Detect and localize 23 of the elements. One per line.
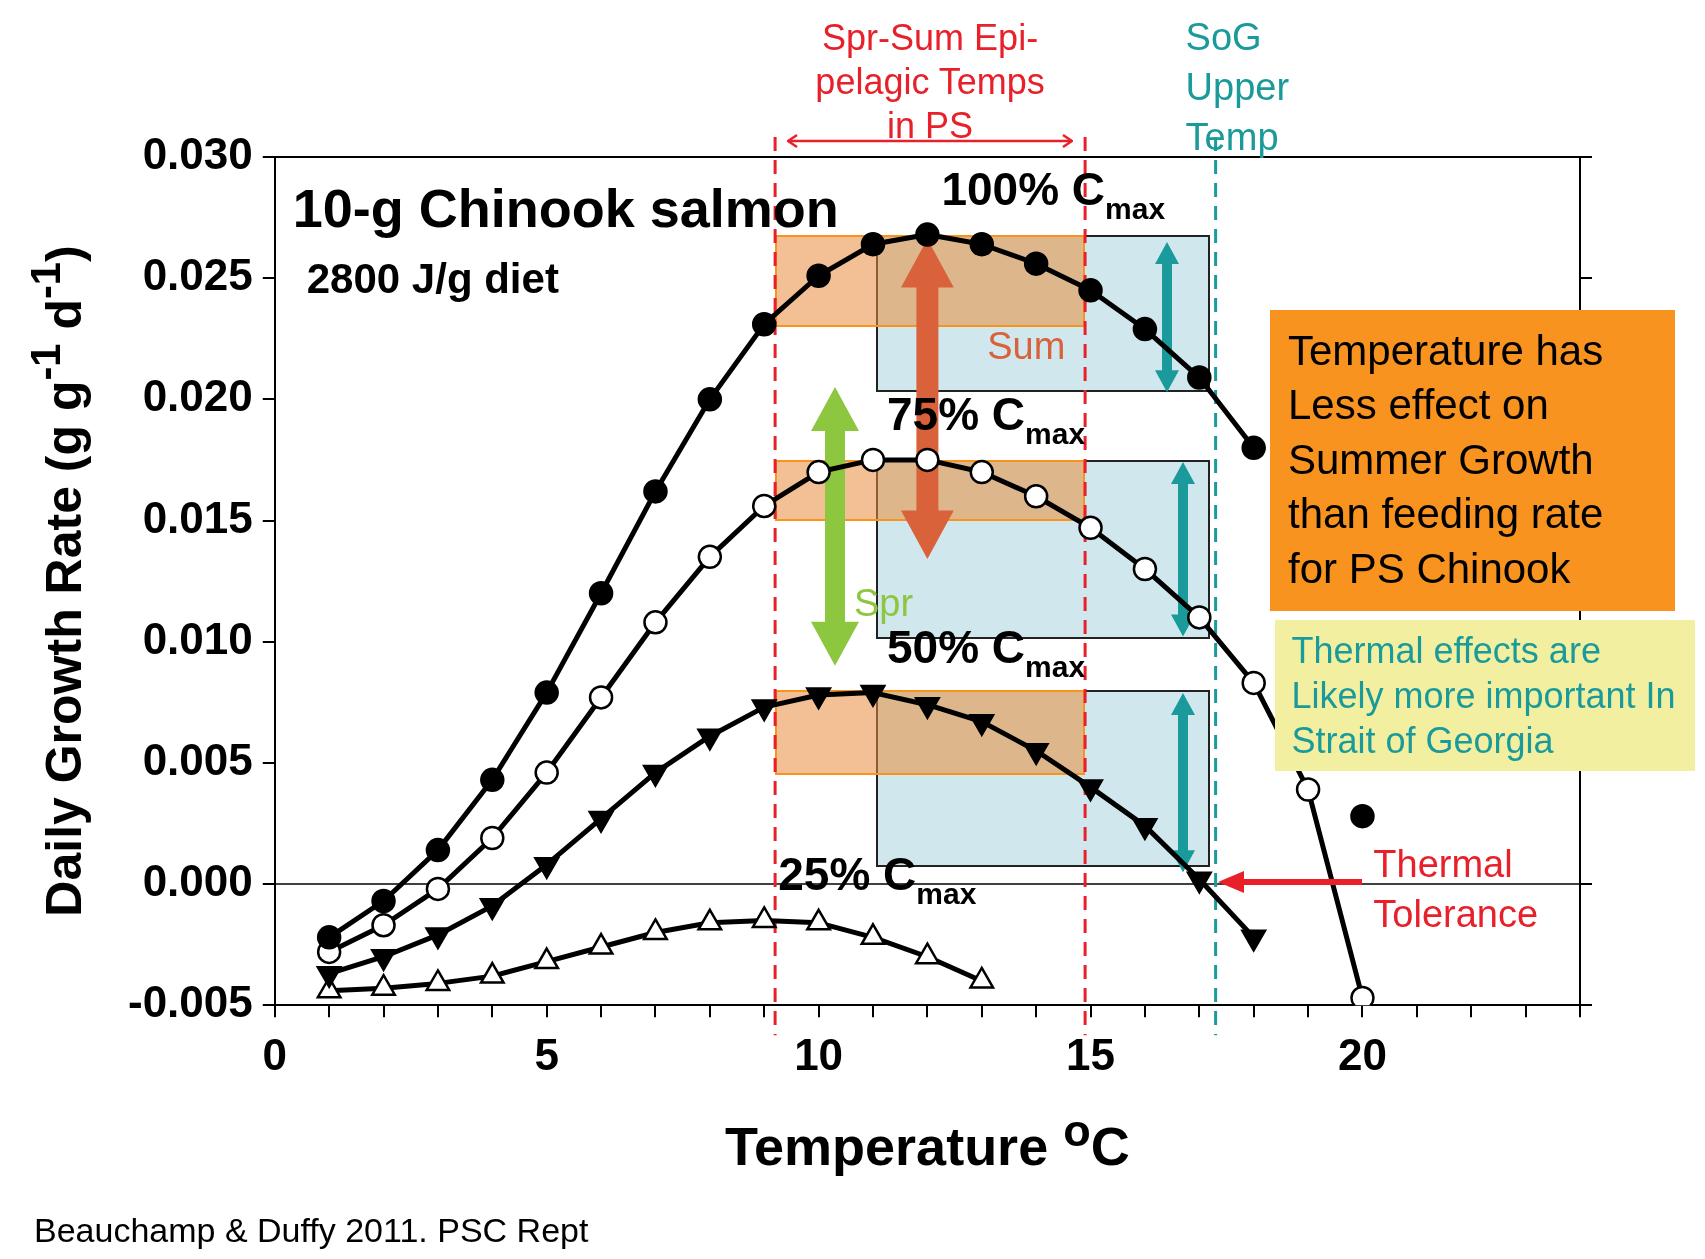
annotation: Thermal Tolerance [1373, 842, 1540, 937]
chart-title: 10-g Chinook salmon [292, 177, 839, 239]
annotation: Thermal effects are Likely more important In Strait of Georgia [1275, 619, 1696, 771]
text: Spr-Sum Epi-pelagic Temps in PS [814, 16, 1046, 148]
x-tick-label: 0 [262, 1029, 287, 1079]
ref-line-label: SoG Upper Temp [1185, 15, 1291, 160]
text: Beauchamp & Duffy 2011. PSC Rept [34, 1210, 589, 1251]
y-tick-label: -0.005 [127, 977, 253, 1027]
x-tick-label: 20 [1337, 1029, 1387, 1079]
text: 2800 J/g diet [306, 255, 559, 303]
y-tick-label: 0.010 [142, 613, 253, 663]
x-tick-label: 15 [1066, 1029, 1116, 1079]
x-axis-title: Temperature $^{o}$C [724, 1105, 1131, 1178]
y-tick-label: 0.000 [142, 856, 253, 906]
y-tick-label: 0.015 [142, 492, 253, 542]
annotation: Sum [987, 323, 1066, 369]
y-tick-label: 0.020 [142, 371, 253, 421]
x-tick-label: 10 [794, 1029, 844, 1079]
annotation: Temperature has Less effect on Summer Growth than feeding rate for PS Chinook [1270, 309, 1675, 611]
x-tick-label: 5 [534, 1029, 559, 1079]
y-tick-label: 0.025 [142, 250, 253, 300]
y-tick-label: 0.030 [142, 129, 253, 179]
y-tick-label: 0.005 [142, 735, 253, 784]
